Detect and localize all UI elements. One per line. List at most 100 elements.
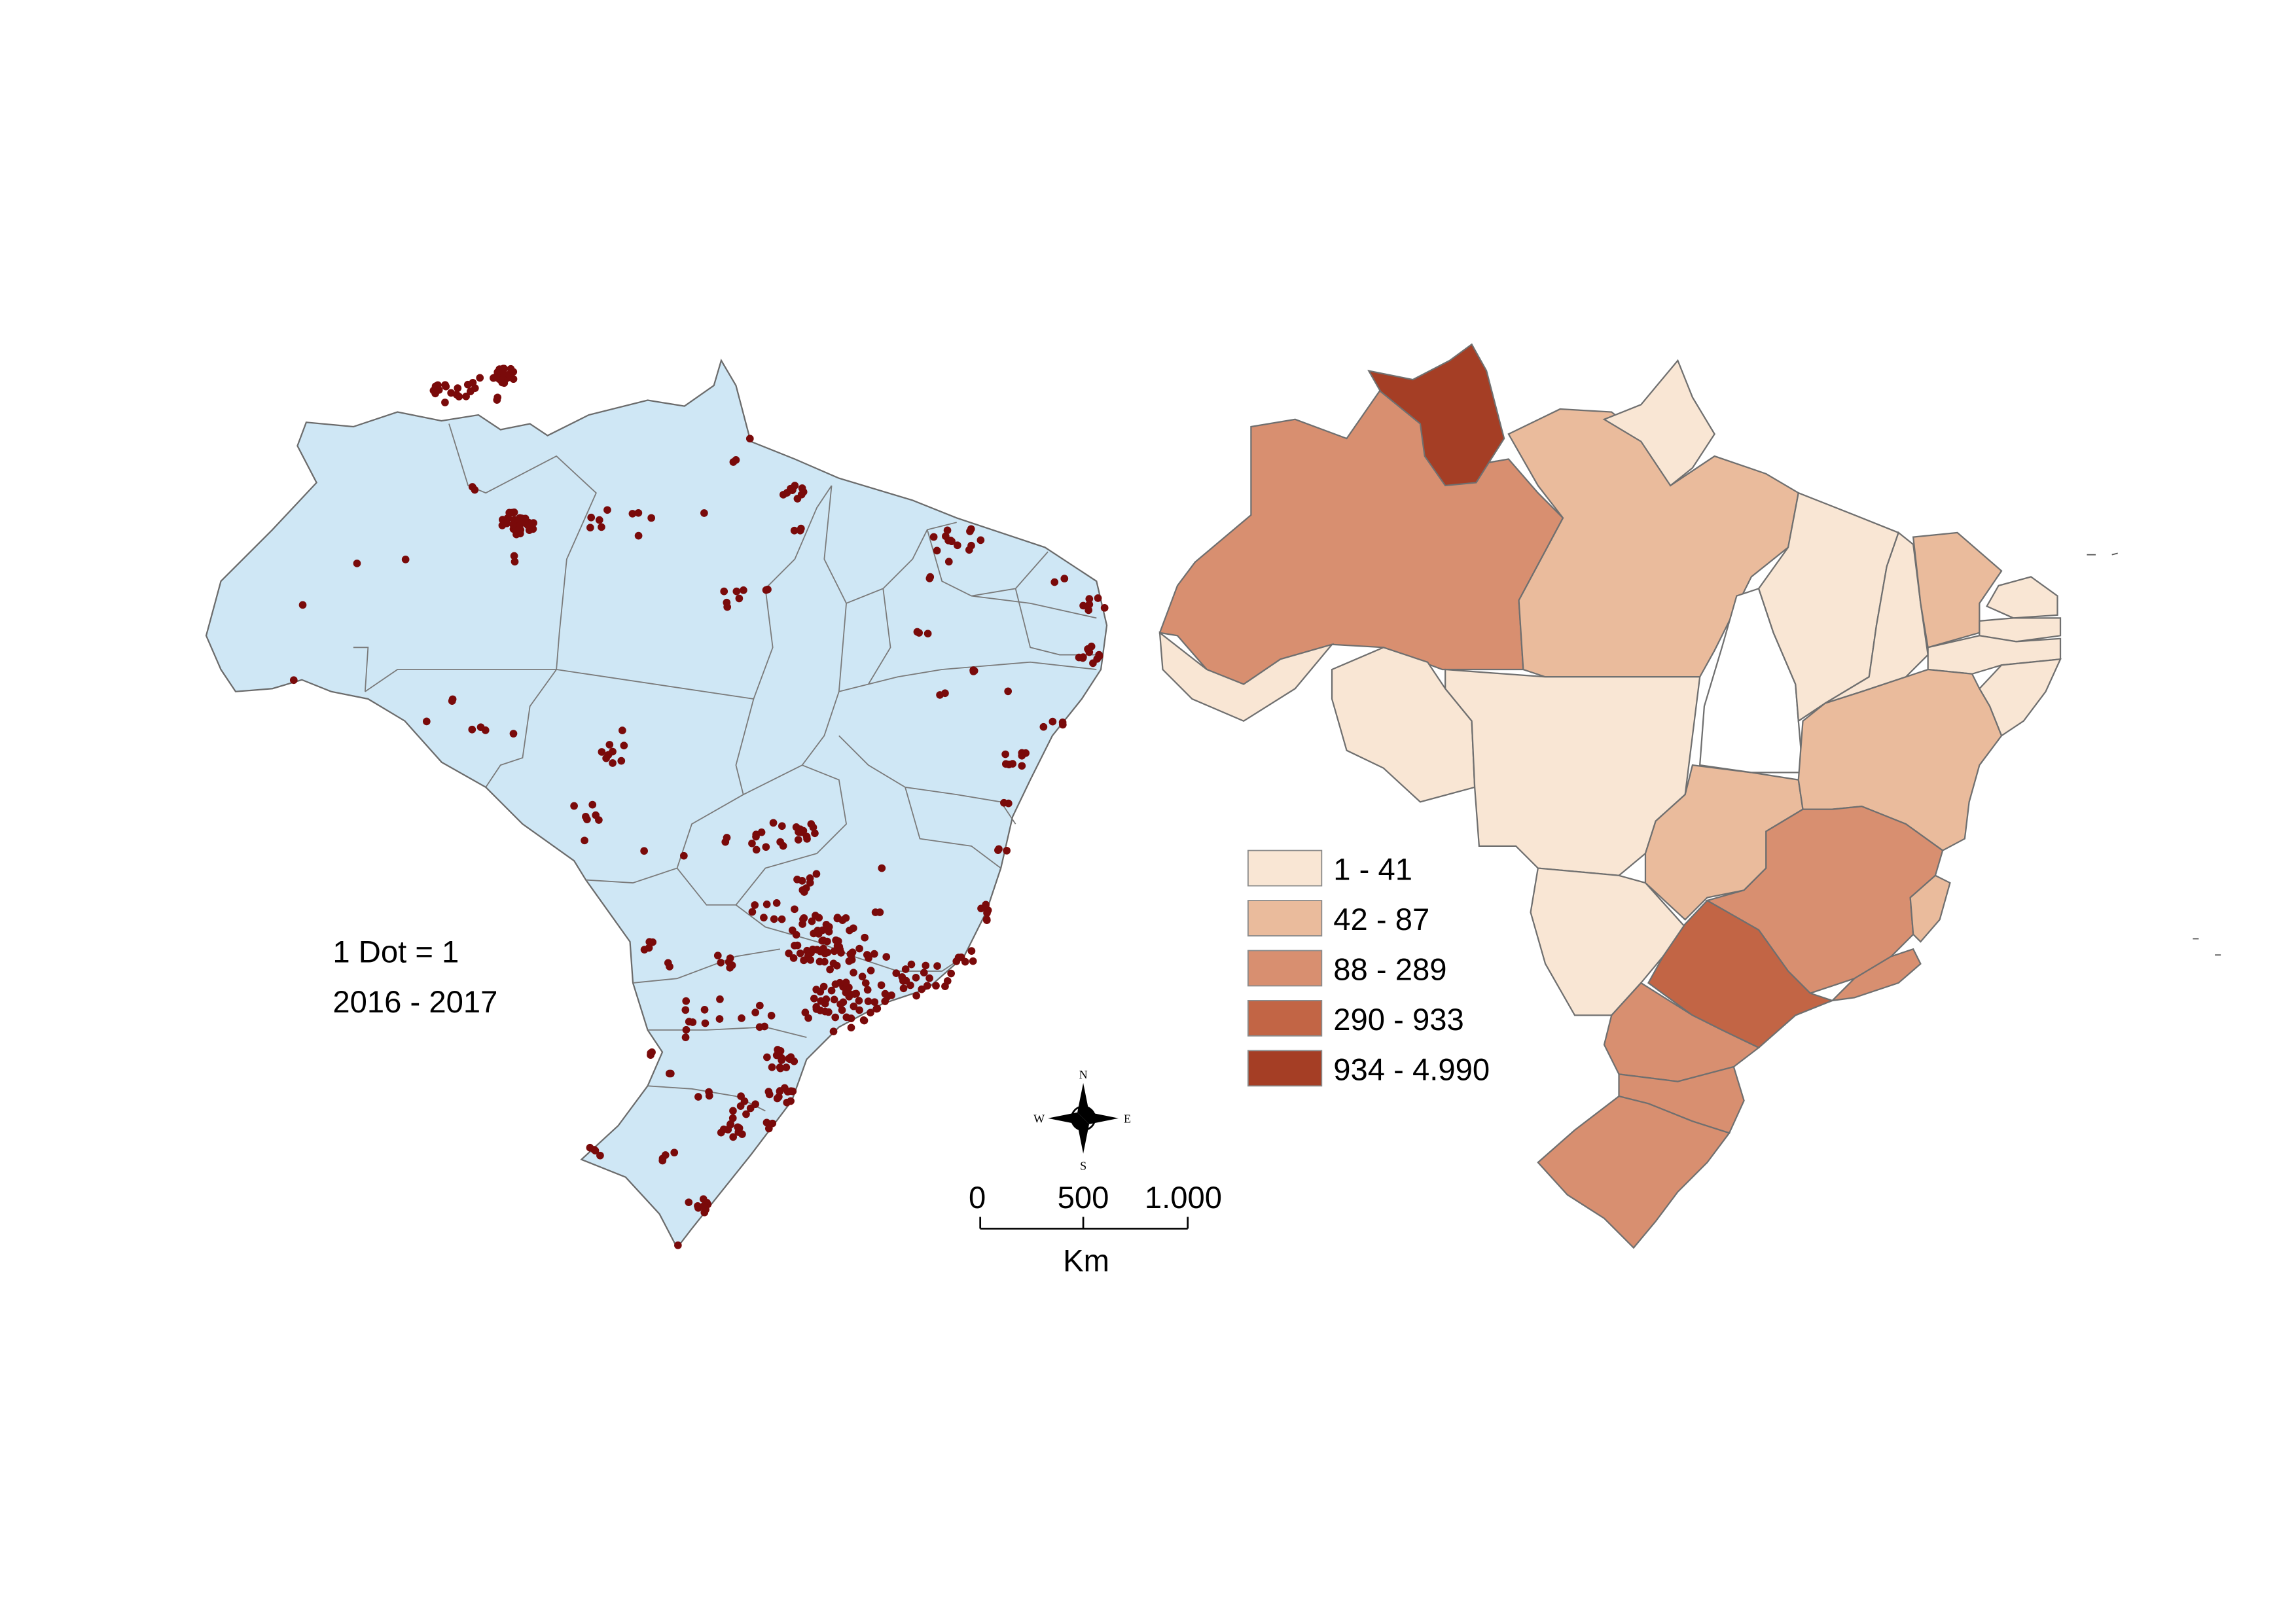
- case-dot: [882, 953, 891, 961]
- state-border: [365, 423, 597, 692]
- case-dot: [867, 1008, 874, 1017]
- case-dot: [648, 1048, 656, 1056]
- case-dot: [790, 526, 798, 535]
- case-dot: [1050, 578, 1059, 586]
- case-dot: [596, 1151, 604, 1160]
- case-dot: [833, 914, 842, 921]
- case-dot: [811, 829, 819, 838]
- state-border: [905, 787, 1001, 869]
- case-dot: [888, 991, 895, 999]
- case-dot: [863, 986, 872, 994]
- case-dot: [850, 924, 857, 933]
- case-dot: [1095, 652, 1103, 660]
- case-dot: [685, 1198, 693, 1207]
- choropleth-map: [1158, 343, 2221, 1249]
- state-border: [838, 588, 891, 692]
- case-dot: [605, 741, 614, 749]
- case-dot: [493, 393, 502, 402]
- dot-caption-line1: 1 Dot = 1: [332, 935, 459, 969]
- legend-swatch: [1247, 849, 1323, 887]
- case-dot: [845, 957, 853, 965]
- case-dot: [762, 843, 770, 851]
- state-border: [647, 1085, 766, 1112]
- case-dot: [503, 519, 511, 527]
- case-dot: [913, 628, 922, 636]
- case-dot: [762, 586, 770, 594]
- case-dot: [674, 1241, 682, 1249]
- case-dot: [838, 1006, 846, 1014]
- case-dot: [1094, 594, 1102, 602]
- case-dot: [748, 908, 757, 916]
- case-dot: [995, 845, 1003, 853]
- case-dot: [1075, 653, 1083, 662]
- state-rio-grande-do-sul: [1537, 1095, 1731, 1249]
- case-dot: [298, 601, 307, 609]
- case-dot: [723, 598, 731, 607]
- case-dot: [932, 982, 940, 990]
- case-dot: [716, 995, 724, 1003]
- case-dot: [681, 1033, 690, 1041]
- case-dot: [751, 1100, 759, 1109]
- case-dot: [829, 959, 838, 968]
- case-dot: [907, 960, 916, 969]
- state-acre: [1158, 631, 1335, 722]
- case-dot: [1085, 595, 1094, 603]
- case-dot: [799, 915, 807, 923]
- case-dot: [603, 506, 611, 514]
- case-dot: [511, 558, 519, 566]
- case-dot: [899, 984, 908, 993]
- case-dot: [944, 536, 952, 544]
- case-dot: [855, 1006, 863, 1014]
- case-dot: [751, 1008, 759, 1016]
- case-dot: [729, 1133, 738, 1141]
- case-dot: [763, 1053, 771, 1061]
- case-dot: [829, 1027, 838, 1035]
- case-dot: [870, 950, 878, 958]
- case-dot: [818, 936, 827, 945]
- case-dot: [860, 1016, 869, 1025]
- case-dot: [1003, 846, 1011, 855]
- compass-ring: [1070, 1105, 1096, 1132]
- choropleth-legend: 1 - 41 42 - 87 88 - 289 290 - 933 934 - 4.99…: [1247, 849, 1490, 1087]
- case-dot: [666, 1069, 675, 1078]
- case-dot: [509, 730, 518, 738]
- state-sao-paulo: [1647, 899, 1835, 1049]
- case-dot: [1018, 749, 1026, 757]
- case-dot: [715, 1015, 724, 1023]
- case-dot: [700, 509, 708, 517]
- state-border: [353, 647, 369, 692]
- case-dot: [1001, 750, 1009, 758]
- case-dot: [923, 982, 931, 990]
- case-dot: [782, 1063, 791, 1071]
- case-dot: [812, 870, 821, 878]
- legend-swatch: [1247, 1050, 1323, 1087]
- case-dot: [970, 667, 978, 675]
- case-dot: [796, 949, 804, 957]
- case-dot: [791, 941, 798, 950]
- case-dot: [925, 575, 934, 582]
- case-dot: [969, 957, 977, 965]
- case-dot: [422, 717, 431, 726]
- case-dot: [933, 546, 941, 555]
- case-dot: [858, 972, 867, 981]
- case-dot: [871, 908, 880, 916]
- case-dot: [728, 1114, 737, 1122]
- case-dot: [447, 389, 455, 397]
- state-border: [632, 948, 781, 984]
- case-dot: [634, 531, 643, 540]
- case-dot: [789, 486, 797, 494]
- case-dot: [762, 901, 771, 908]
- case-dot: [850, 1002, 858, 1010]
- case-dot: [778, 1056, 785, 1064]
- case-dot: [729, 1107, 737, 1115]
- case-dot: [685, 1018, 693, 1026]
- scale-unit: Km: [1063, 1244, 1109, 1279]
- legend-swatch: [1247, 950, 1323, 987]
- case-dot: [570, 802, 578, 810]
- case-dot: [720, 587, 728, 596]
- case-dot: [855, 997, 863, 1005]
- case-dot: [1085, 600, 1094, 609]
- case-dot: [832, 936, 840, 944]
- case-dot: [1079, 601, 1087, 610]
